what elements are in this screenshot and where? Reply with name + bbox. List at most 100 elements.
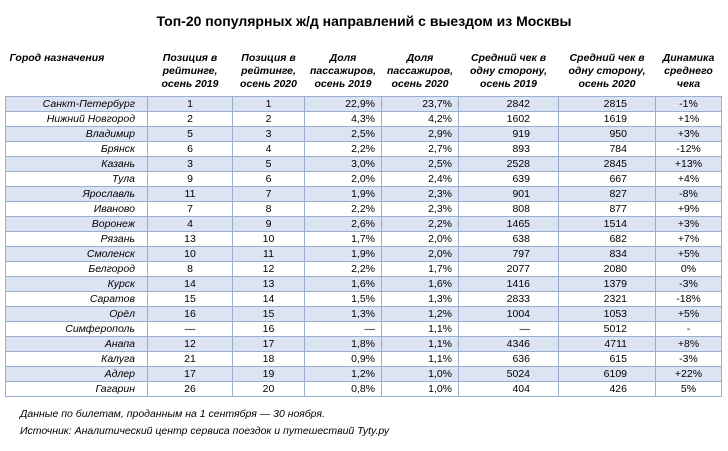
table-row: Казань 3 5 3,0% 2,5% 2528 2845 +13%	[5, 156, 722, 172]
table-body: Санкт-Петербург 1 1 22,9% 23,7% 2842 2815 -1% Ни…	[5, 96, 722, 397]
table-row: Адлер 17 19 1,2% 1,0% 5024 6109 +22%	[5, 366, 722, 382]
cell-check-2020: 2080	[558, 261, 656, 277]
cell-check-2019: 1465	[458, 216, 559, 232]
cell-rank-2019: 9	[147, 171, 233, 187]
cell-rank-2020: 4	[232, 141, 305, 157]
cell-share-2020: 2,0%	[381, 231, 459, 247]
cell-rank-2019: 10	[147, 246, 233, 262]
cell-rank-2019: 12	[147, 336, 233, 352]
cell-share-2019: 4,3%	[304, 111, 382, 127]
cell-city: Белгород	[5, 261, 148, 277]
cell-share-2019: 1,6%	[304, 276, 382, 292]
cell-share-2019: 0,8%	[304, 381, 382, 397]
cell-rank-2019: 4	[147, 216, 233, 232]
cell-share-2020: 1,6%	[381, 276, 459, 292]
cell-rank-2020: 12	[232, 261, 305, 277]
cell-rank-2020: 8	[232, 201, 305, 217]
cell-city: Иваново	[5, 201, 148, 217]
cell-check-2019: 639	[458, 171, 559, 187]
cell-check-2019: 893	[458, 141, 559, 157]
cell-rank-2019: 2	[147, 111, 233, 127]
cell-rank-2020: 7	[232, 186, 305, 202]
cell-city: Владимир	[5, 126, 148, 142]
cell-share-2019: 2,0%	[304, 171, 382, 187]
cell-check-change: +3%	[655, 216, 722, 232]
cell-share-2020: 1,0%	[381, 366, 459, 382]
cell-city: Анапа	[5, 336, 148, 352]
cell-share-2020: 2,3%	[381, 201, 459, 217]
cell-share-2019: 2,2%	[304, 141, 382, 157]
cell-check-change: 5%	[655, 381, 722, 397]
cell-check-2019: 638	[458, 231, 559, 247]
cell-rank-2020: 19	[232, 366, 305, 382]
table-row: Санкт-Петербург 1 1 22,9% 23,7% 2842 2815 -1%	[5, 96, 722, 112]
header-share-2020: Доля пассажиров, осень 2020	[386, 52, 453, 90]
cell-check-change: +13%	[655, 156, 722, 172]
cell-check-change: +5%	[655, 306, 722, 322]
cell-check-change: -	[655, 321, 722, 337]
cell-rank-2020: 17	[232, 336, 305, 352]
cell-city: Гагарин	[5, 381, 148, 397]
cell-city: Адлер	[5, 366, 148, 382]
cell-check-2020: 2321	[558, 291, 656, 307]
cell-rank-2019: 5	[147, 126, 233, 142]
cell-check-2020: 834	[558, 246, 656, 262]
cell-share-2020: 1,0%	[381, 381, 459, 397]
cell-rank-2019: 21	[147, 351, 233, 367]
cell-check-2020: 950	[558, 126, 656, 142]
footnote-dates: Данные по билетам, проданным на 1 сентяб…	[20, 408, 325, 420]
cell-check-2020: 1619	[558, 111, 656, 127]
cell-check-change: +8%	[655, 336, 722, 352]
cell-city: Санкт-Петербург	[5, 96, 148, 112]
cell-share-2019: 2,2%	[304, 201, 382, 217]
cell-share-2019: 1,3%	[304, 306, 382, 322]
cell-check-2020: 784	[558, 141, 656, 157]
cell-check-2019: 2528	[458, 156, 559, 172]
cell-check-2020: 4711	[558, 336, 656, 352]
table-row: Брянск 6 4 2,2% 2,7% 893 784 -12%	[5, 141, 722, 157]
cell-share-2020: 1,3%	[381, 291, 459, 307]
cell-rank-2019: 11	[147, 186, 233, 202]
cell-rank-2020: 9	[232, 216, 305, 232]
cell-check-2020: 1379	[558, 276, 656, 292]
cell-share-2019: 2,5%	[304, 126, 382, 142]
cell-check-change: +1%	[655, 111, 722, 127]
cell-rank-2019: 17	[147, 366, 233, 382]
cell-check-2020: 827	[558, 186, 656, 202]
cell-city: Симферополь	[5, 321, 148, 337]
cell-check-2019: 5024	[458, 366, 559, 382]
cell-rank-2020: 14	[232, 291, 305, 307]
header-check-2020: Средний чек в одну сторону, осень 2020	[568, 52, 646, 90]
cell-share-2019: 22,9%	[304, 96, 382, 112]
cell-check-change: +5%	[655, 246, 722, 262]
table-row: Владимир 5 3 2,5% 2,9% 919 950 +3%	[5, 126, 722, 142]
cell-check-change: 0%	[655, 261, 722, 277]
cell-rank-2019: 15	[147, 291, 233, 307]
cell-check-2019: 797	[458, 246, 559, 262]
cell-rank-2019: 13	[147, 231, 233, 247]
cell-check-change: -18%	[655, 291, 722, 307]
cell-check-2020: 877	[558, 201, 656, 217]
cell-rank-2020: 20	[232, 381, 305, 397]
cell-check-2019: 2833	[458, 291, 559, 307]
cell-check-2020: 2815	[558, 96, 656, 112]
cell-rank-2020: 11	[232, 246, 305, 262]
cell-check-change: +7%	[655, 231, 722, 247]
cell-city: Саратов	[5, 291, 148, 307]
cell-check-change: +3%	[655, 126, 722, 142]
cell-check-change: -3%	[655, 351, 722, 367]
footnote-source: Источник: Аналитический центр сервиса по…	[20, 425, 390, 437]
cell-share-2020: 2,5%	[381, 156, 459, 172]
cell-rank-2020: 18	[232, 351, 305, 367]
cell-share-2020: 2,3%	[381, 186, 459, 202]
cell-share-2020: 4,2%	[381, 111, 459, 127]
cell-rank-2019: 8	[147, 261, 233, 277]
cell-share-2019: 2,2%	[304, 261, 382, 277]
cell-share-2019: 1,2%	[304, 366, 382, 382]
cell-check-2019: 901	[458, 186, 559, 202]
table-row: Саратов 15 14 1,5% 1,3% 2833 2321 -18%	[5, 291, 722, 307]
cell-city: Воронеж	[5, 216, 148, 232]
cell-share-2020: 2,9%	[381, 126, 459, 142]
table-row: Белгород 8 12 2,2% 1,7% 2077 2080 0%	[5, 261, 722, 277]
routes-table: Город назначения Позиция в рейтинге, осе…	[5, 52, 722, 397]
